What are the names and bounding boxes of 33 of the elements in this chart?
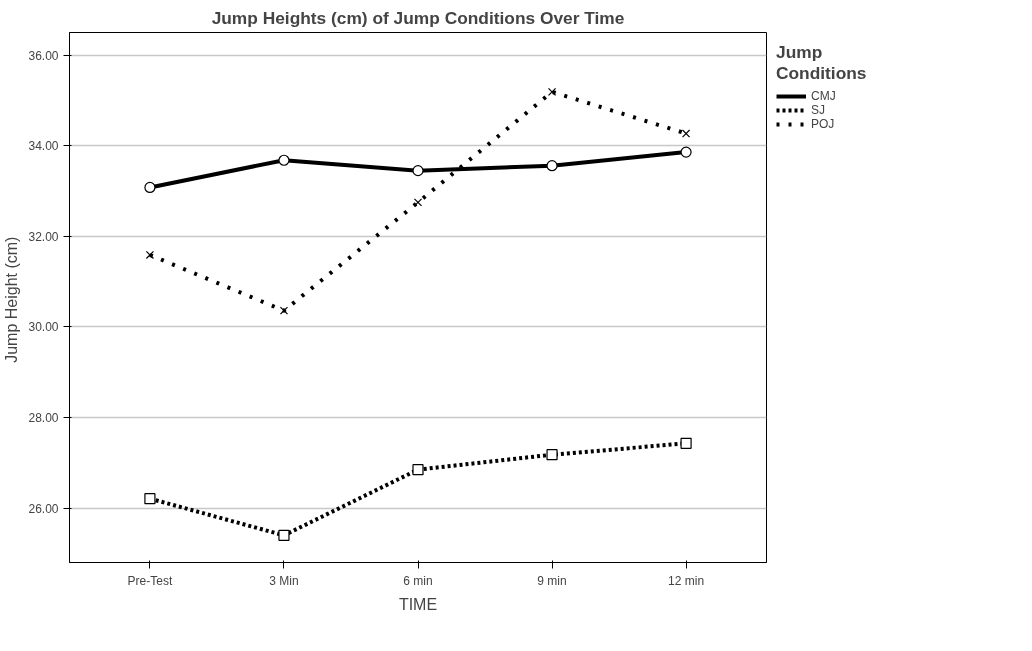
point bbox=[145, 250, 155, 260]
legend-label: CMJ bbox=[811, 89, 836, 103]
point bbox=[278, 529, 290, 541]
point bbox=[412, 165, 424, 177]
point bbox=[144, 493, 156, 505]
point bbox=[546, 160, 558, 172]
point bbox=[680, 146, 692, 158]
x-tick-label: 3 Min bbox=[269, 573, 299, 588]
y-tick-label: 36.00 bbox=[28, 48, 59, 63]
legend-label: SJ bbox=[811, 103, 826, 117]
y-tick-label: 34.00 bbox=[28, 139, 59, 154]
legend-title: Jump Conditions bbox=[776, 42, 867, 84]
point bbox=[279, 306, 289, 315]
point bbox=[278, 154, 290, 166]
y-tick-label: 26.00 bbox=[28, 501, 59, 516]
y-tick-label: 32.00 bbox=[28, 229, 59, 244]
point bbox=[547, 87, 557, 96]
point bbox=[413, 198, 423, 207]
x-tick-label: 6 min bbox=[403, 573, 433, 588]
point bbox=[144, 181, 156, 194]
x-tick-label: 12 min bbox=[668, 573, 705, 588]
legend-label: POJ bbox=[811, 117, 835, 131]
x-tick-label: 9 min bbox=[537, 573, 567, 588]
point bbox=[546, 449, 558, 461]
point bbox=[681, 129, 691, 138]
y-tick-label: 28.00 bbox=[28, 411, 59, 426]
y-tick-label: 30.00 bbox=[28, 320, 59, 335]
chart-title: Jump Heights (cm) of Jump Conditions Over Time bbox=[211, 7, 625, 28]
x-axis-title: TIME bbox=[398, 595, 438, 613]
point bbox=[680, 437, 692, 449]
x-tick-label: Pre-Test bbox=[127, 573, 173, 588]
point bbox=[412, 464, 424, 476]
y-axis-title: Jump Height (cm) bbox=[3, 236, 21, 363]
